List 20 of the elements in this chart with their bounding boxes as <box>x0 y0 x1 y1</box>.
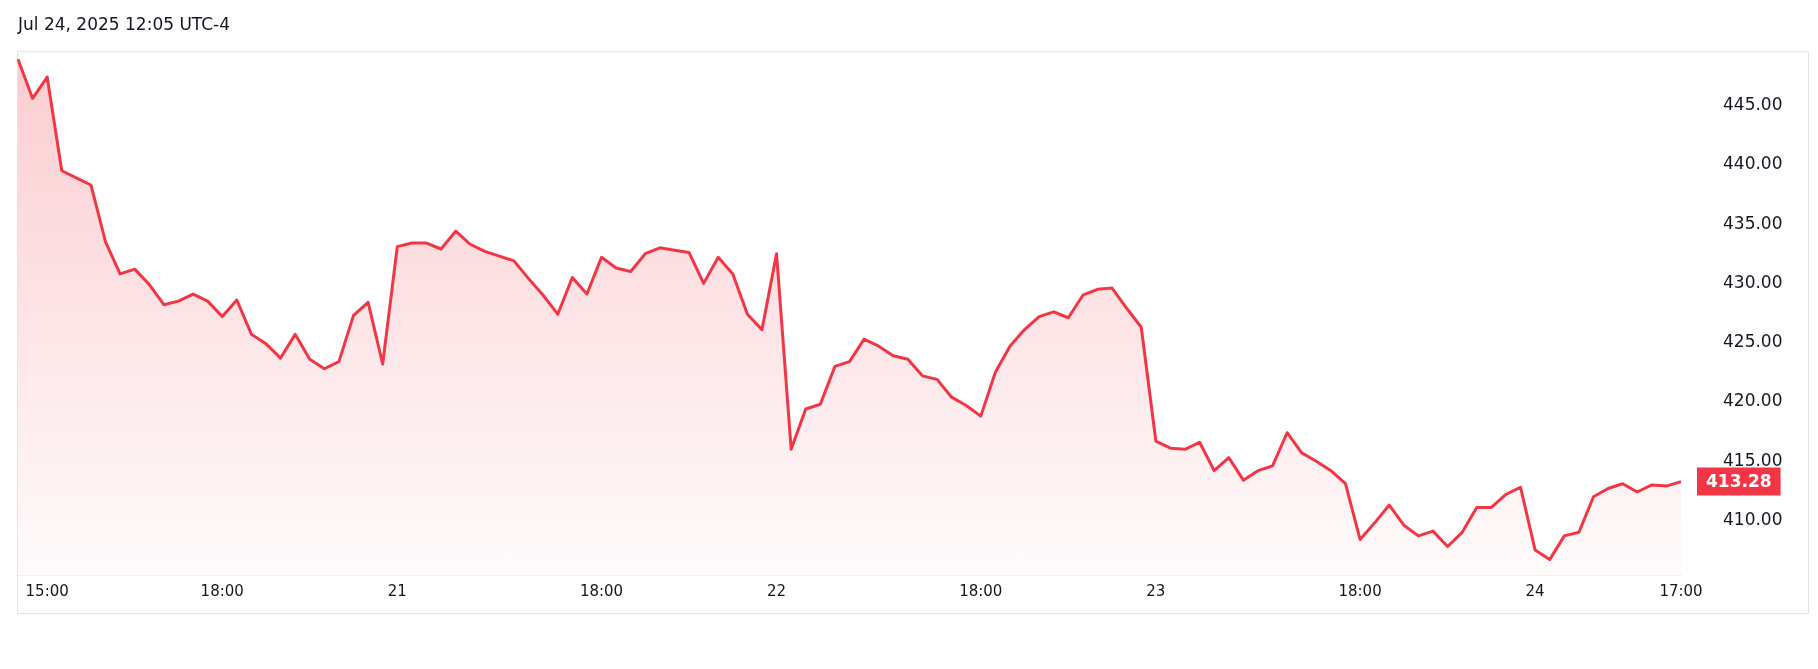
y-tick-label: 415.00 <box>1723 449 1783 470</box>
x-tick-label: 21 <box>387 581 407 600</box>
y-tick-label: 430.00 <box>1723 271 1783 292</box>
y-tick-label: 435.00 <box>1723 212 1783 233</box>
y-tick-label: 425.00 <box>1723 331 1783 352</box>
x-tick-label: 17:00 <box>1659 581 1703 600</box>
x-tick-label: 24 <box>1525 581 1545 600</box>
x-tick-label: 18:00 <box>200 581 244 600</box>
y-tick-label: 440.00 <box>1723 153 1783 174</box>
text: Jul 24, 2025 12:05 UTC-4 <box>18 14 231 34</box>
x-tick-label: 23 <box>1146 581 1166 600</box>
x-tick-label: 18:00 <box>1338 581 1382 600</box>
x-tick-label: 22 <box>767 581 787 600</box>
data-label: 413.28 <box>1706 471 1772 492</box>
y-tick-label: 410.00 <box>1723 508 1783 529</box>
y-tick-label: 445.00 <box>1723 93 1783 114</box>
x-tick-label: 18:00 <box>579 581 624 600</box>
y-tick-label: 420.00 <box>1723 390 1783 411</box>
x-tick-label: 18:00 <box>959 581 1003 600</box>
x-tick-label: 15:00 <box>25 581 69 600</box>
